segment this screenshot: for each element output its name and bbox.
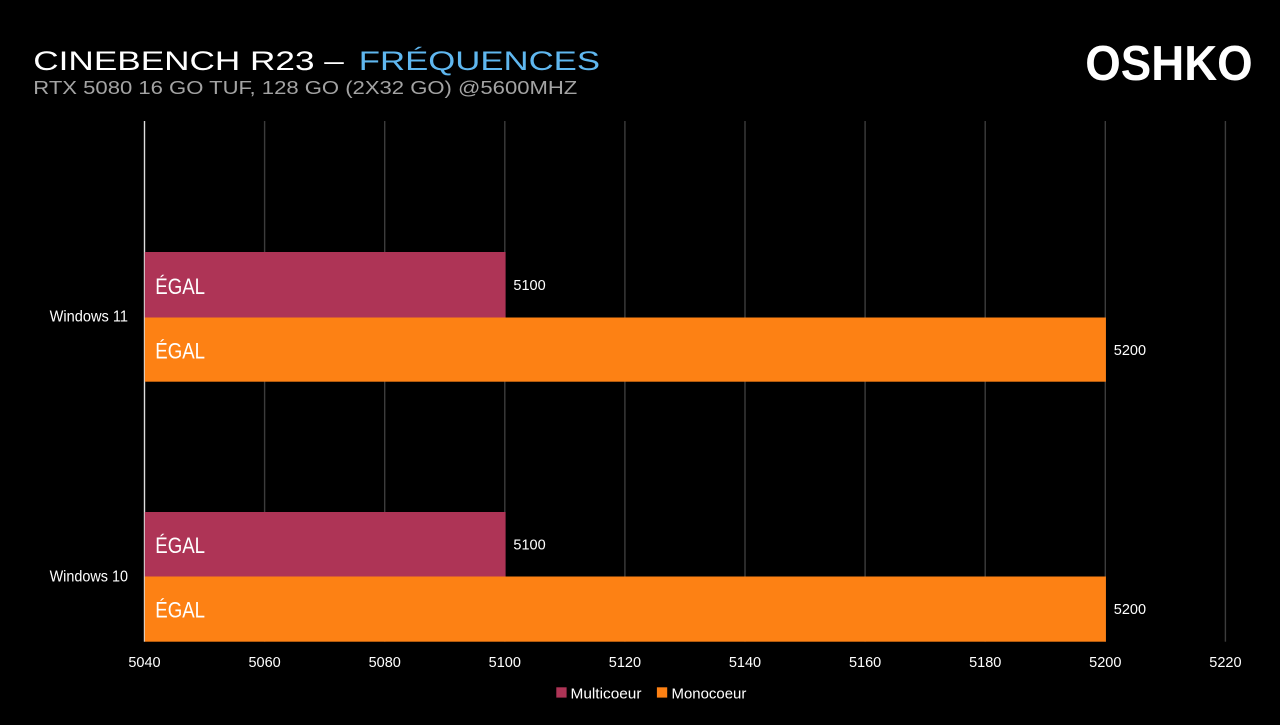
svg-text:OSHKO: OSHKO xyxy=(1085,37,1252,91)
svg-text:ÉGAL: ÉGAL xyxy=(155,274,205,299)
svg-text:5100: 5100 xyxy=(489,655,521,671)
svg-text:5040: 5040 xyxy=(128,655,160,671)
svg-text:5060: 5060 xyxy=(248,655,280,671)
svg-text:Monocoeur: Monocoeur xyxy=(672,687,747,703)
svg-text:5140: 5140 xyxy=(729,655,761,671)
svg-text:ÉGAL: ÉGAL xyxy=(155,533,205,558)
svg-text:5100: 5100 xyxy=(513,537,545,553)
svg-text:RTX 5080 16 GO TUF, 128 GO (2X: RTX 5080 16 GO TUF, 128 GO (2X32 GO) @56… xyxy=(33,78,577,98)
svg-text:5120: 5120 xyxy=(609,655,641,671)
svg-text:Windows 10: Windows 10 xyxy=(50,569,128,586)
svg-text:ÉGAL: ÉGAL xyxy=(155,598,205,623)
svg-text:5200: 5200 xyxy=(1114,602,1146,618)
svg-text:5200: 5200 xyxy=(1089,655,1121,671)
svg-text:5200: 5200 xyxy=(1114,343,1146,359)
svg-text:5100: 5100 xyxy=(513,278,545,294)
svg-text:5160: 5160 xyxy=(849,655,881,671)
svg-text:5080: 5080 xyxy=(369,655,401,671)
svg-text:Multicoeur: Multicoeur xyxy=(571,687,642,703)
svg-text:ÉGAL: ÉGAL xyxy=(155,339,205,364)
svg-text:FRÉQUENCES: FRÉQUENCES xyxy=(359,46,600,76)
svg-text:CINEBENCH R23 –: CINEBENCH R23 – xyxy=(33,46,344,76)
svg-text:5180: 5180 xyxy=(969,655,1001,671)
svg-text:Windows 11: Windows 11 xyxy=(50,309,128,326)
svg-text:5220: 5220 xyxy=(1209,655,1241,671)
